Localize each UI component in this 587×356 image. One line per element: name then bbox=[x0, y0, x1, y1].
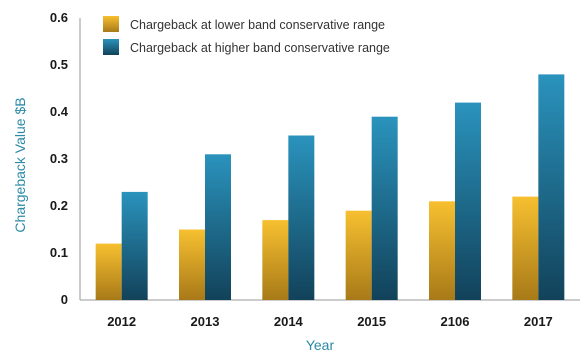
x-tick-label: 2106 bbox=[441, 314, 470, 329]
legend-swatch-lower bbox=[103, 16, 119, 32]
bars bbox=[95, 74, 565, 301]
legend-label-higher: Chargeback at higher band conservative r… bbox=[130, 41, 390, 55]
x-tick-label: 2013 bbox=[191, 314, 220, 329]
y-tick-label: 0.3 bbox=[50, 151, 68, 166]
legend: Chargeback at lower band conservative ra… bbox=[103, 16, 390, 55]
x-tick-labels: 2012 2013 2014 2015 2106 2017 bbox=[107, 314, 553, 329]
bar-lower-band bbox=[345, 210, 372, 300]
legend-item-lower: Chargeback at lower band conservative ra… bbox=[103, 16, 385, 32]
legend-label-lower: Chargeback at lower band conservative ra… bbox=[130, 18, 385, 32]
x-tick-label: 2014 bbox=[274, 314, 304, 329]
y-tick-label: 0.1 bbox=[50, 245, 68, 260]
x-axis-label: Year bbox=[306, 337, 335, 353]
bar-lower-band bbox=[429, 201, 455, 300]
y-tick-label: 0.4 bbox=[50, 104, 69, 119]
bar-lower-band bbox=[179, 229, 205, 300]
legend-item-higher: Chargeback at higher band conservative r… bbox=[103, 39, 390, 55]
bar-higher-band bbox=[538, 74, 565, 301]
bar-higher-band bbox=[288, 135, 315, 300]
y-tick-label: 0.2 bbox=[50, 198, 68, 213]
y-axis-label: Chargeback Value $B bbox=[12, 97, 28, 232]
bar-higher-band bbox=[371, 116, 398, 300]
axes bbox=[79, 18, 580, 301]
bar-lower-band bbox=[512, 196, 539, 300]
x-tick-label: 2012 bbox=[107, 314, 136, 329]
y-tick-label: 0.6 bbox=[50, 10, 68, 25]
y-tick-label: 0 bbox=[61, 292, 68, 307]
bar-lower-band bbox=[262, 220, 289, 300]
x-tick-label: 2015 bbox=[357, 314, 386, 329]
bar-higher-band bbox=[205, 154, 231, 300]
bar-lower-band bbox=[95, 243, 122, 300]
y-tick-label: 0.5 bbox=[50, 57, 68, 72]
bar-higher-band bbox=[455, 102, 481, 300]
y-tick-labels: 0 0.1 0.2 0.3 0.4 0.5 0.6 bbox=[50, 10, 69, 307]
x-tick-label: 2017 bbox=[524, 314, 553, 329]
legend-swatch-higher bbox=[103, 39, 119, 55]
bar-higher-band bbox=[121, 191, 148, 300]
